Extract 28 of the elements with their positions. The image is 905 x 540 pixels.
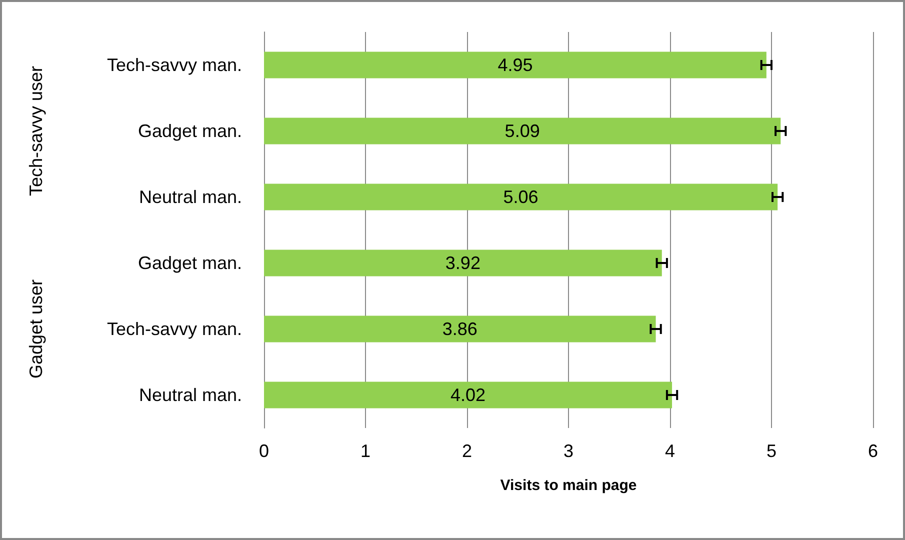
x-axis-title: Visits to main page [500,477,637,494]
y-tick-label: Gadget man. [138,121,242,141]
data-label: 5.09 [504,121,540,141]
x-tick-label: 2 [462,441,472,461]
bar [264,184,778,210]
y-tick-label: Tech-savvy man. [106,55,242,75]
x-tick-label: 5 [766,441,777,461]
data-label: 5.06 [503,187,538,207]
bar [264,250,662,276]
y-tick-label: Tech-savvy man. [106,319,242,339]
text: Tech-savvy user [26,66,46,196]
x-tick-label: 6 [868,441,878,461]
bar [264,118,781,144]
y-tick-label: Neutral man. [138,385,242,405]
y-tick-label: Neutral man. [138,187,242,207]
data-label: 4.95 [498,55,533,75]
x-tick-label: 4 [664,441,676,461]
data-label: 3.86 [442,319,478,339]
data-label: 3.92 [445,253,480,273]
x-tick-label: 3 [563,441,574,461]
text: Gadget user [26,279,46,379]
bar [264,52,766,78]
bar [264,382,672,408]
x-tick-label: 0 [258,441,270,461]
y-tick-label: Gadget man. [138,253,242,273]
data-label: 4.02 [450,385,486,405]
x-tick-label: 1 [360,441,371,461]
bar [264,316,656,342]
